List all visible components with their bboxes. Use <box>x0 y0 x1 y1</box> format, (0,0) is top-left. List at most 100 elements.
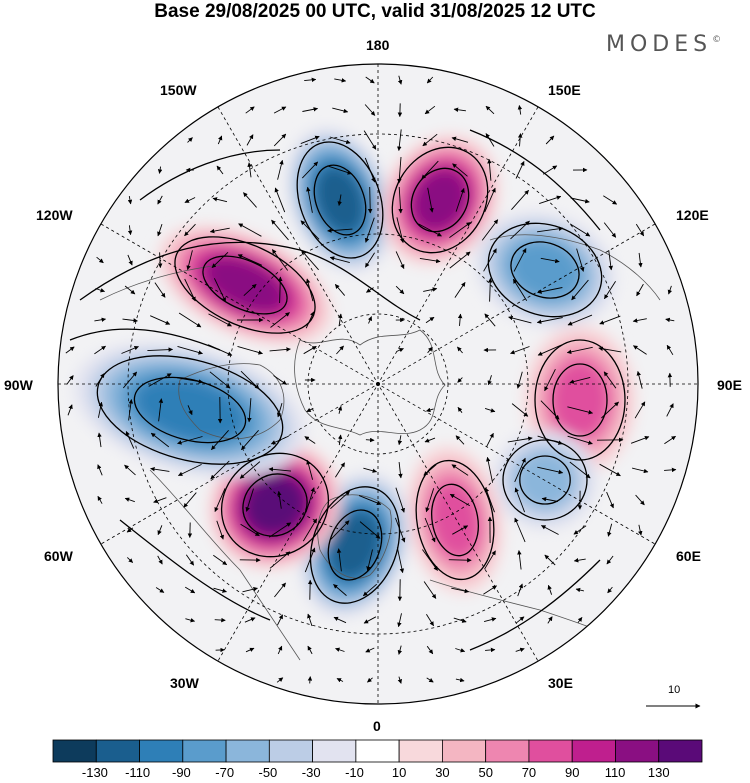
wind-vector <box>426 76 434 84</box>
wind-vector <box>94 317 107 322</box>
wind-vector <box>276 402 283 418</box>
streamline-high-bering-0 <box>410 167 470 233</box>
wind-vector <box>636 283 644 297</box>
wind-vector <box>364 104 376 116</box>
streamline-flow-4 <box>469 559 601 651</box>
wind-vector <box>157 252 163 269</box>
wind-vector <box>363 130 377 150</box>
wind-vector <box>576 248 585 272</box>
wind-vector <box>184 197 196 203</box>
wind-vector <box>484 487 495 513</box>
wind-vector <box>539 195 562 205</box>
wind-vector <box>632 318 647 323</box>
wind-vector <box>247 162 252 178</box>
wind-vector <box>307 676 313 684</box>
wind-vector <box>634 401 646 419</box>
wind-vector <box>577 617 583 623</box>
wind-vector <box>305 311 315 329</box>
wind-vector <box>366 549 373 571</box>
wind-vector <box>448 557 472 563</box>
wind-vector <box>333 584 347 596</box>
colorbar-tick-label: 70 <box>521 765 537 780</box>
wind-vector <box>273 375 287 385</box>
wind-vector <box>426 614 434 627</box>
streamline-low-ne-siberia-0 <box>510 241 580 299</box>
wind-vector <box>185 618 196 623</box>
wind-vector <box>330 490 350 510</box>
wind-vector <box>453 107 466 112</box>
wind-vector <box>336 678 344 683</box>
wind-vector <box>397 645 403 655</box>
wind-vector <box>569 461 591 479</box>
wind-vector <box>449 222 471 238</box>
wind-vector <box>426 645 434 655</box>
modes-logo: MODES© <box>606 32 721 57</box>
wind-vector <box>245 647 255 653</box>
wind-vector <box>213 587 227 593</box>
brand-text: MODES <box>606 32 713 57</box>
lon-label-30e: 30E <box>548 675 573 691</box>
wind-vector <box>485 133 495 147</box>
wind-vector <box>484 187 496 213</box>
wind-vector <box>365 76 375 84</box>
wind-vector <box>636 370 643 389</box>
streamline-high-alaska-0 <box>202 255 288 315</box>
wind-vector <box>365 437 375 443</box>
wind-vector <box>332 107 349 114</box>
wind-vector <box>207 344 233 356</box>
wind-vector <box>423 287 438 292</box>
streamline-flow-1 <box>69 328 221 351</box>
wind-vector <box>517 133 523 147</box>
wind-vector <box>336 548 342 572</box>
lon-label-90e: 90E <box>717 377 742 393</box>
wind-vector <box>424 437 436 443</box>
wind-vector <box>97 432 102 448</box>
wind-vector <box>514 517 526 543</box>
wind-vector <box>603 222 617 238</box>
coastlines <box>99 234 661 661</box>
colorbar-tick-label: 50 <box>478 765 493 780</box>
wind-vector <box>397 435 403 446</box>
map-disk <box>58 64 698 704</box>
wind-vector <box>274 187 286 213</box>
lon-label-150e: 150E <box>548 82 581 98</box>
wind-vector <box>367 186 373 214</box>
wind-vector <box>486 432 494 447</box>
wind-vector <box>302 107 319 112</box>
wind-vector <box>273 106 287 114</box>
anomaly-contour-high-greenland <box>245 476 305 534</box>
wind-vector <box>635 494 645 506</box>
wind-vector <box>547 616 553 624</box>
wind-vector <box>571 279 589 301</box>
wind-vector <box>457 346 463 354</box>
wind-vector <box>394 517 406 543</box>
wind-vector <box>365 252 375 268</box>
wind-vector <box>126 557 134 563</box>
lon-label-0: 0 <box>373 718 381 734</box>
wind-vector <box>244 617 256 623</box>
wind-vector <box>367 316 372 324</box>
colorbar-tick-label: -90 <box>172 765 191 780</box>
wind-vector <box>364 217 375 243</box>
wind-vector <box>124 285 136 295</box>
wind-vector <box>667 285 673 295</box>
wind-vector <box>268 522 292 538</box>
wind-vector <box>302 518 318 542</box>
wind-vector <box>95 373 105 387</box>
wind-vector <box>455 187 465 212</box>
wind-vector <box>540 400 560 420</box>
wind-vector <box>603 195 618 205</box>
wind-vector <box>329 136 351 145</box>
wind-vector <box>363 616 377 624</box>
wind-vector <box>211 251 229 269</box>
colorbar-tick-label: -130 <box>81 765 108 780</box>
lon-label-60w: 60W <box>44 548 73 564</box>
wind-vector <box>452 163 468 177</box>
wind-vector <box>216 165 224 175</box>
wind-vector <box>599 463 621 477</box>
wind-vector <box>365 647 375 653</box>
wind-vector <box>487 375 492 386</box>
wind-vector <box>301 249 319 271</box>
wind-vector <box>397 156 402 184</box>
lon-label-30w: 30W <box>170 675 199 691</box>
